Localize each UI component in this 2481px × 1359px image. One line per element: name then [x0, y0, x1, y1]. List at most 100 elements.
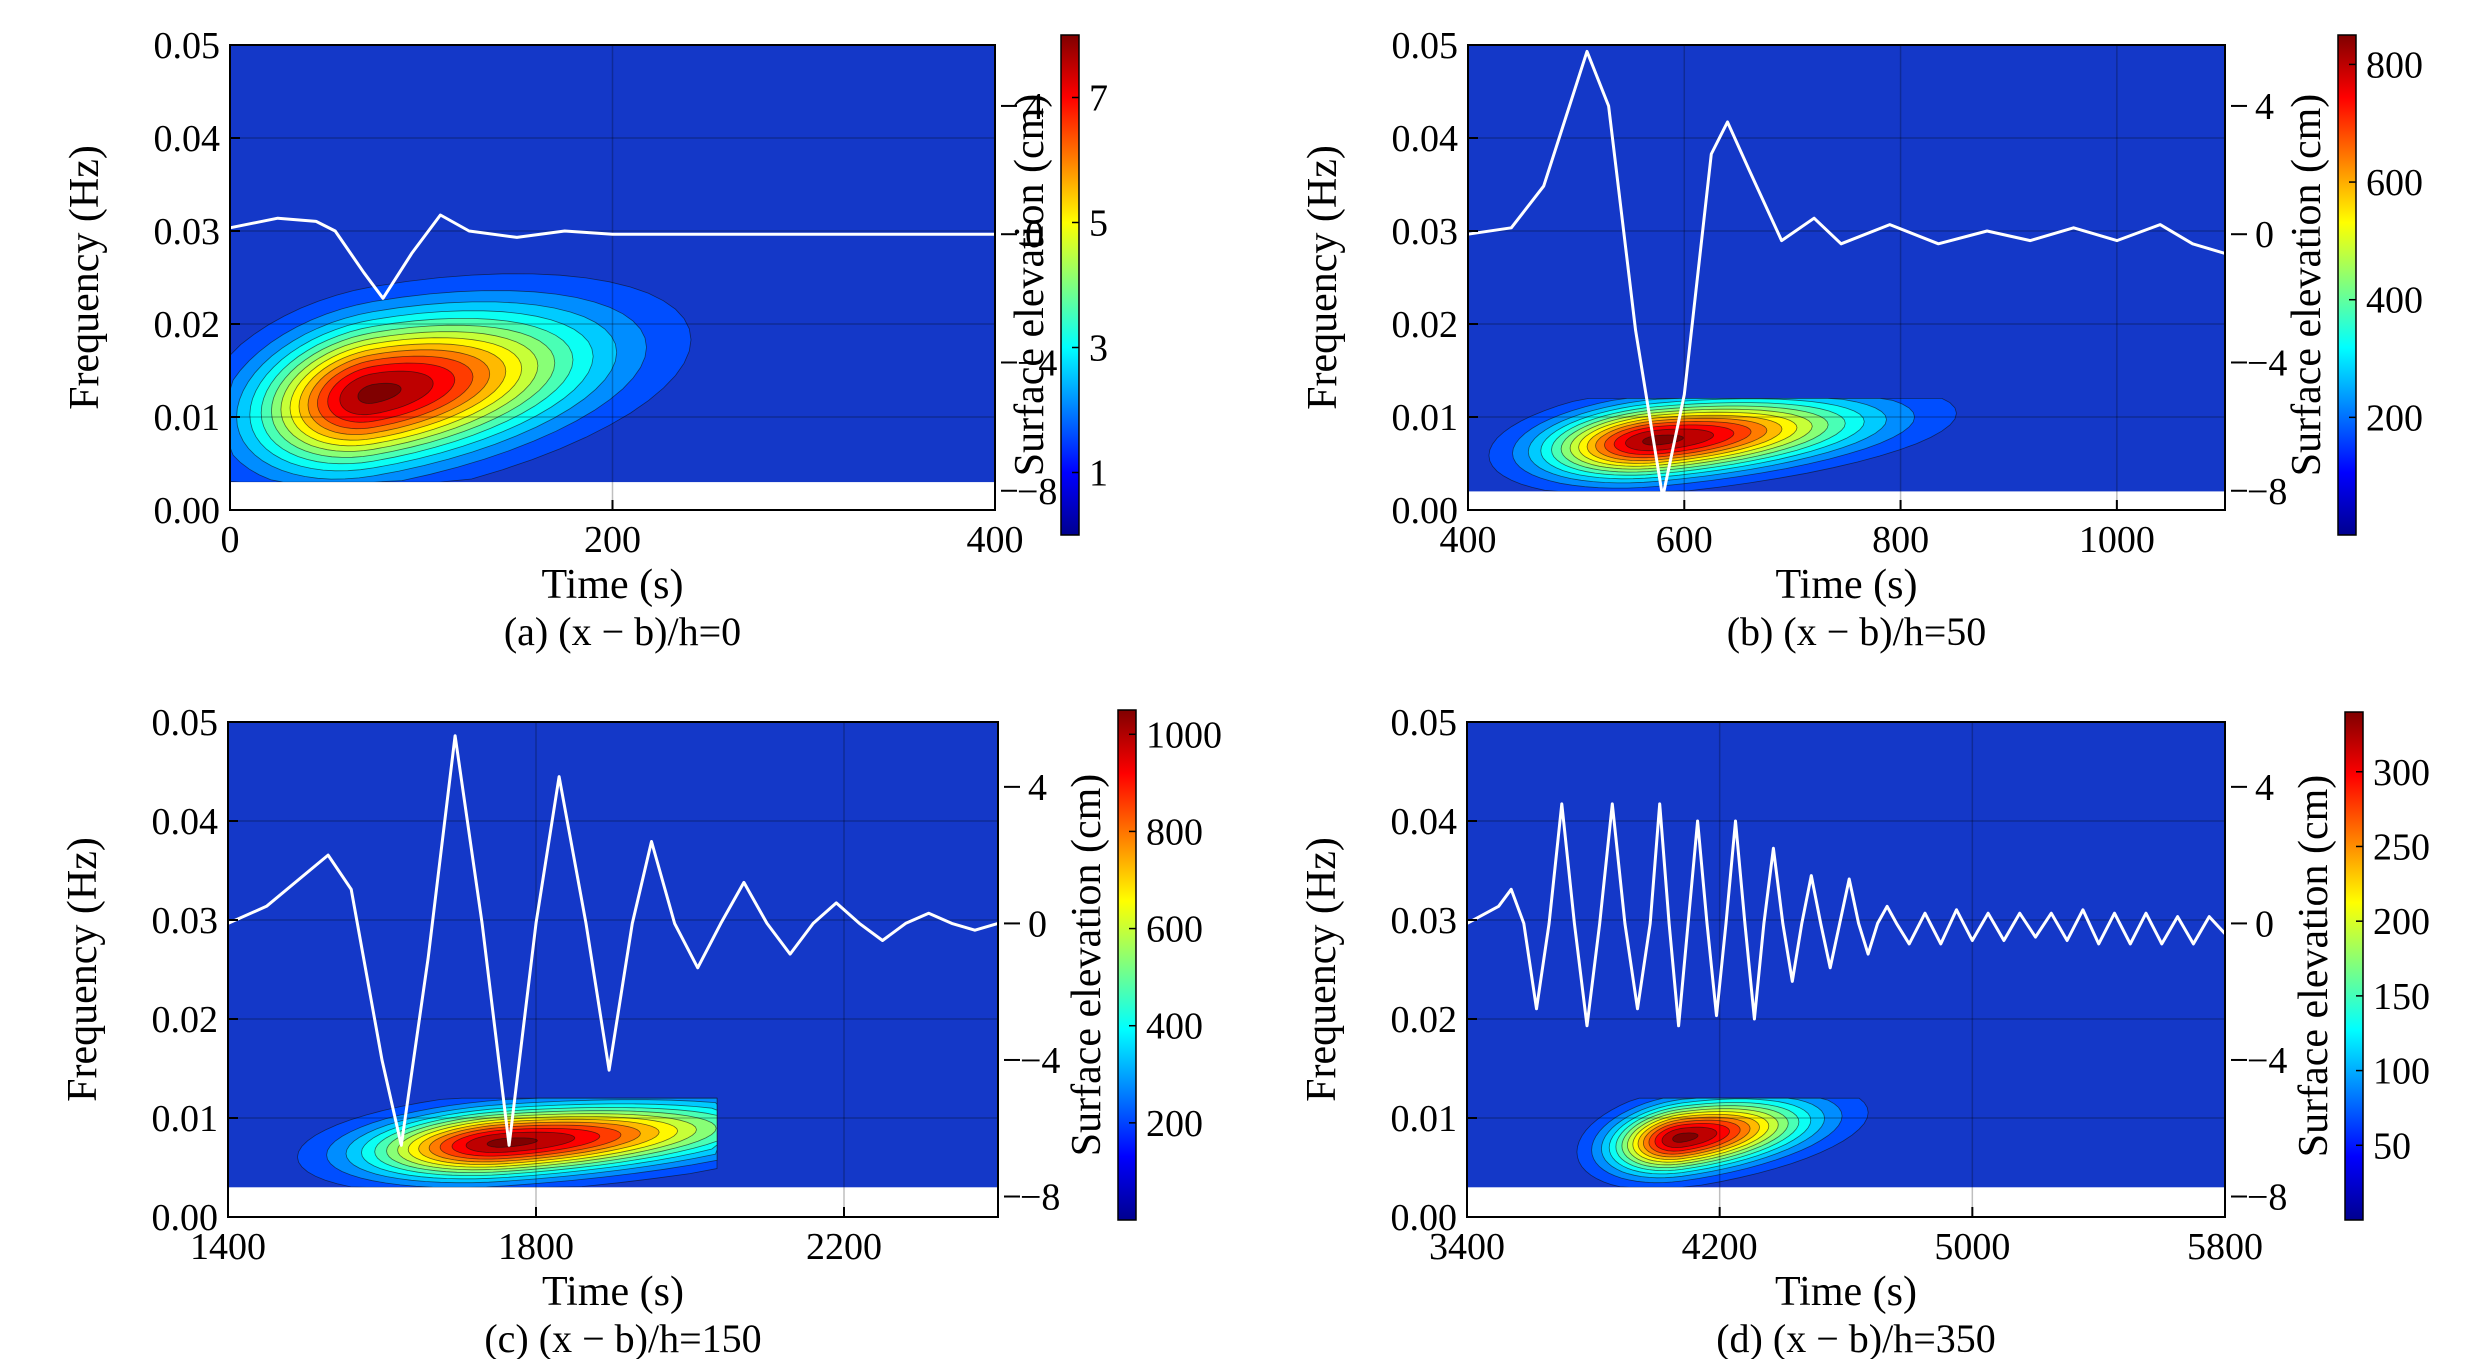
elevation-tick-label: −4: [2247, 342, 2287, 384]
surface-elevation-series: [227, 734, 999, 1147]
x-tick-label: 400: [967, 519, 1024, 561]
x-tick-label: 3400: [1429, 1226, 1505, 1268]
colorbar: [1117, 709, 1137, 1221]
y-tick-label: 0.02: [152, 999, 219, 1041]
colorbar-tick-label: 800: [1146, 811, 1203, 853]
elevation-tick-label: −4: [2247, 1040, 2287, 1082]
plot-frame: [1466, 721, 2226, 1218]
y-axis-label: Frequency (Hz): [1300, 145, 1346, 410]
elevation-tick-label: 4: [1025, 86, 1044, 128]
colorbar-tick-label: 200: [2366, 397, 2423, 439]
elevation-tick-label: 4: [1028, 767, 1047, 809]
unanalyzed-band: [228, 1187, 998, 1217]
y-tick-label: 0.05: [1391, 702, 1458, 744]
panel-caption: (c) (x − b)/h=150: [484, 1316, 761, 1359]
x-tick-label: 5800: [2187, 1226, 2263, 1268]
colorbar-tick-label: 1000: [1146, 714, 1222, 756]
panel-caption: (d) (x − b)/h=350: [1716, 1316, 1996, 1359]
y-tick-label: 0.03: [1392, 211, 1459, 253]
colorbar-tick-label: 250: [2373, 826, 2430, 868]
right-axis-label: Surface elevation (cm): [2284, 94, 2330, 476]
y-tick-label: 0.00: [152, 1197, 219, 1239]
x-tick-label: 600: [1656, 519, 1713, 561]
colorbar: [2344, 711, 2364, 1221]
elevation-tick-label: 4: [2255, 767, 2274, 809]
x-tick-label: 200: [584, 519, 641, 561]
plot-frame: [227, 721, 999, 1218]
elevation-tick-label: −8: [2247, 471, 2287, 513]
y-tick-label: 0.00: [1392, 490, 1459, 532]
colorbar-tick-label: 100: [2373, 1051, 2430, 1093]
surface-elevation-series: [229, 213, 995, 300]
x-tick-label: 800: [1872, 519, 1929, 561]
right-axis-label: Surface elevation (cm): [2291, 775, 2337, 1157]
y-tick-label: 0.05: [152, 702, 219, 744]
colorbar-tick-label: 3: [1089, 328, 1108, 370]
x-tick-label: 1800: [498, 1226, 574, 1268]
colorbar-tick-label: 200: [1146, 1103, 1203, 1145]
y-tick-label: 0.05: [154, 25, 221, 67]
colorbar-tick-label: 400: [2366, 280, 2423, 322]
x-axis-label: Time (s): [542, 562, 684, 608]
chart-panel-4: 3400 4200 5000 58000.000.010.020.030.040.05…: [1299, 702, 2430, 1359]
elevation-tick-label: −4: [1020, 1040, 1060, 1082]
y-axis-label: Frequency (Hz): [60, 837, 106, 1102]
colorbar-tick-label: 600: [2366, 162, 2423, 204]
colorbar-tick-label: 800: [2366, 44, 2423, 86]
chart-panel-3: 1400 1800 2200 0.00 0.01 0.02 0.03 0.04 0.05 Time…: [60, 702, 1222, 1359]
x-tick-label: 4200: [1682, 1226, 1758, 1268]
energy-contour-level-14: [357, 382, 402, 404]
y-tick-label: 0.00: [154, 490, 221, 532]
y-tick-label: 0.03: [1391, 900, 1458, 942]
y-tick-label: 0.04: [152, 801, 219, 843]
y-tick-label: 0.04: [154, 118, 221, 160]
elevation-tick-label: 0: [1025, 214, 1044, 256]
surface-elevation-series: [1466, 802, 2227, 1028]
elevation-tick-label: 0: [2255, 214, 2274, 256]
x-tick-label: 400: [1440, 519, 1497, 561]
right-axis-label: Surface elevation (cm): [1064, 774, 1110, 1156]
elevation-tick-label: −8: [1017, 471, 1057, 513]
x-axis-label: Time (s): [1776, 562, 1918, 608]
elevation-tick-label: 4: [2255, 86, 2274, 128]
y-tick-label: 0.01: [1392, 397, 1459, 439]
colorbar-tick-label: 150: [2373, 976, 2430, 1018]
x-tick-label: 2200: [806, 1226, 882, 1268]
unanalyzed-band: [1468, 491, 2225, 510]
y-tick-label: 0.02: [1391, 999, 1458, 1041]
colorbar-tick-label: 300: [2373, 752, 2430, 794]
colorbar-tick-label: 400: [1146, 1006, 1203, 1048]
x-tick-label: 0: [221, 519, 240, 561]
colorbar: [2337, 34, 2357, 536]
panel-caption: (a) (x − b)/h=0: [504, 609, 741, 654]
right-axis-label: Surface elevation (cm): [1007, 94, 1053, 476]
elevation-tick-label: −8: [1020, 1177, 1060, 1219]
colorbar-tick-label: 200: [2373, 901, 2430, 943]
y-axis-label: Frequency (Hz): [62, 145, 108, 410]
colorbar-tick-label: 1: [1089, 453, 1108, 495]
colorbar-tick-label: 7: [1089, 78, 1108, 120]
colorbar-tick-label: 50: [2373, 1125, 2411, 1167]
elevation-tick-label: 0: [1028, 903, 1047, 945]
x-axis-label: Time (s): [1775, 1269, 1917, 1315]
x-axis-label: Time (s): [542, 1269, 684, 1315]
energy-contour-level-14: [1672, 1132, 1699, 1143]
panel-caption: (b) (x − b)/h=50: [1727, 609, 1987, 654]
y-tick-label: 0.02: [154, 304, 221, 346]
y-axis-label: Frequency (Hz): [1299, 837, 1345, 1102]
elevation-tick-label: −8: [2247, 1177, 2287, 1219]
x-tick-label: 1000: [2079, 519, 2155, 561]
y-tick-label: 0.03: [154, 211, 221, 253]
y-tick-label: 0.02: [1392, 304, 1459, 346]
y-tick-label: 0.01: [152, 1098, 219, 1140]
plot-frame: [1467, 44, 2226, 511]
y-tick-label: 0.05: [1392, 25, 1459, 67]
y-tick-label: 0.04: [1391, 801, 1458, 843]
unanalyzed-band: [1467, 1187, 2225, 1217]
chart-panel-2: 400 600 800 1000 0.00 0.01 0.02 0.03 0.04 0.05 Tim…: [1300, 25, 2423, 654]
elevation-tick-label: 0: [2255, 903, 2274, 945]
colorbar-tick-label: 600: [1146, 909, 1203, 951]
y-tick-label: 0.04: [1392, 118, 1459, 160]
energy-contour-level-14: [486, 1137, 538, 1148]
